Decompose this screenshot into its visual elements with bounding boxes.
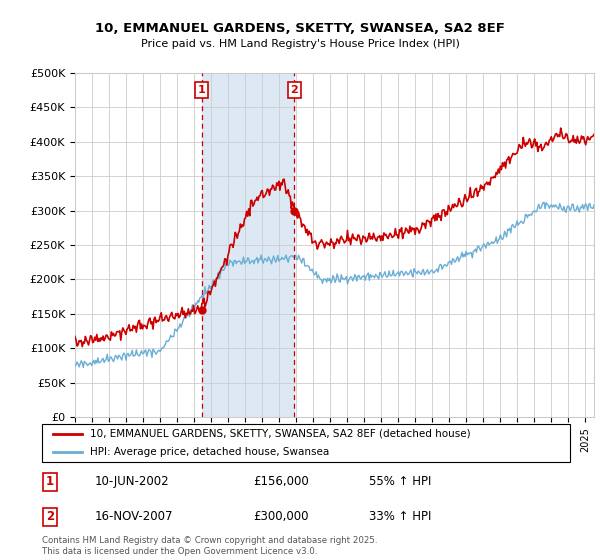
- Text: 2: 2: [46, 510, 54, 524]
- Text: £156,000: £156,000: [253, 475, 309, 488]
- Text: 10, EMMANUEL GARDENS, SKETTY, SWANSEA, SA2 8EF: 10, EMMANUEL GARDENS, SKETTY, SWANSEA, S…: [95, 21, 505, 35]
- Bar: [202, 73, 294, 417]
- Text: Price paid vs. HM Land Registry's House Price Index (HPI): Price paid vs. HM Land Registry's House …: [140, 39, 460, 49]
- Text: 1: 1: [198, 85, 205, 95]
- Text: 33% ↑ HPI: 33% ↑ HPI: [370, 510, 432, 524]
- Text: 55% ↑ HPI: 55% ↑ HPI: [370, 475, 432, 488]
- Text: Contains HM Land Registry data © Crown copyright and database right 2025.
This d: Contains HM Land Registry data © Crown c…: [42, 536, 377, 556]
- FancyBboxPatch shape: [42, 424, 570, 462]
- Text: 2: 2: [290, 85, 298, 95]
- Text: HPI: Average price, detached house, Swansea: HPI: Average price, detached house, Swan…: [89, 447, 329, 457]
- Text: 10-JUN-2002: 10-JUN-2002: [95, 475, 169, 488]
- Text: 10, EMMANUEL GARDENS, SKETTY, SWANSEA, SA2 8EF (detached house): 10, EMMANUEL GARDENS, SKETTY, SWANSEA, S…: [89, 429, 470, 439]
- Text: 16-NOV-2007: 16-NOV-2007: [95, 510, 173, 524]
- Text: 1: 1: [46, 475, 54, 488]
- Text: £300,000: £300,000: [253, 510, 309, 524]
